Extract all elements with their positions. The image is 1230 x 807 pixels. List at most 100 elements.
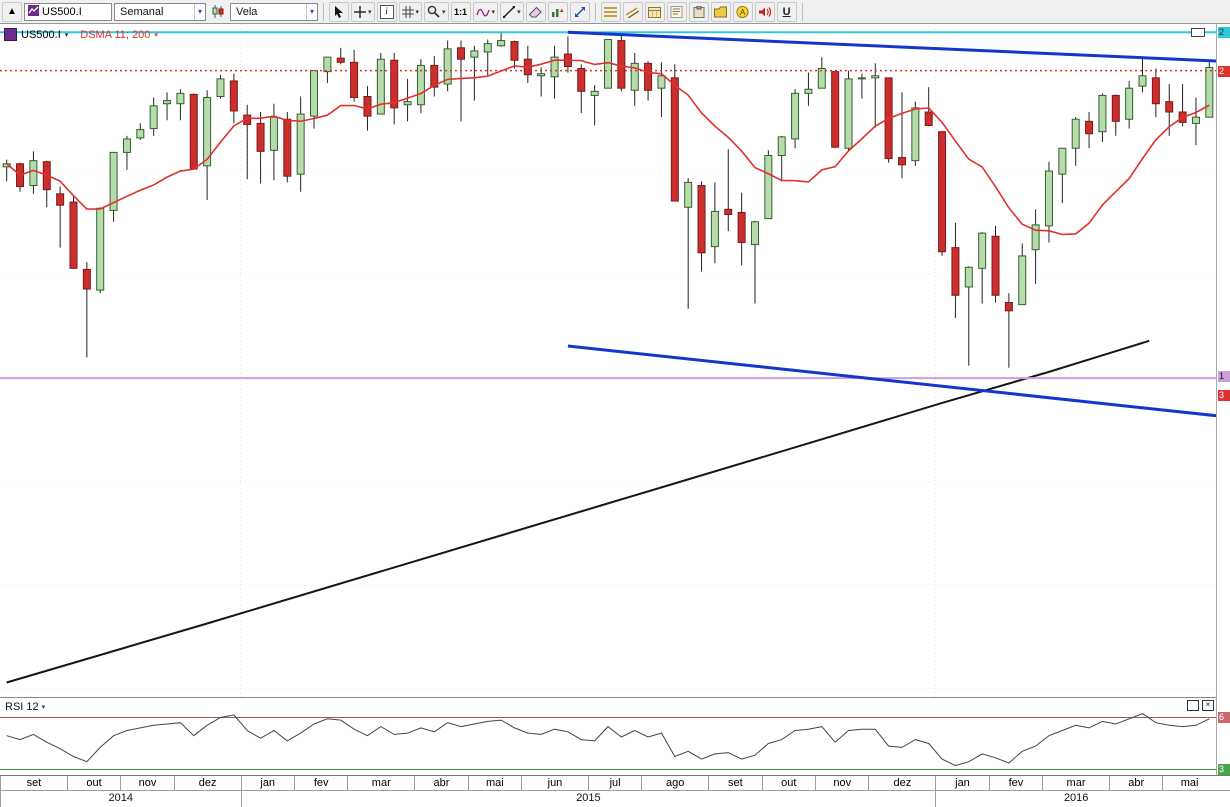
text-highlight-tool-button[interactable]: A (732, 1, 753, 22)
chart-legend: US500.I ▾ DSMA 11; 200 ▾ (4, 28, 158, 41)
svg-text:A: A (740, 8, 746, 17)
main-price-chart[interactable] (0, 24, 1216, 697)
x-axis-months[interactable]: set out nov dez jan fev mar abr mai jun jul ago set o… (0, 775, 1230, 791)
pointer-tool-button[interactable] (329, 1, 349, 22)
rsi-close-button[interactable]: × (1202, 700, 1214, 711)
chevron-down-icon[interactable]: ▾ (154, 31, 158, 39)
price-axis-label: 1 (1218, 371, 1230, 383)
legend-indicator-label[interactable]: DSMA 11; 200 (80, 28, 151, 41)
chevron-down-icon: ▾ (442, 8, 446, 16)
calendar-tool-button[interactable] (644, 1, 665, 22)
rsi-panel: RSI 12 ▾ × (0, 697, 1230, 775)
lower-channel-trendline[interactable] (567, 344, 1216, 418)
cursor-arrow-icon (333, 5, 345, 18)
month-label: nov (815, 776, 868, 790)
info-tool-button[interactable]: i (376, 1, 397, 22)
calendar-icon (648, 6, 662, 18)
highlight-a-icon: A (736, 5, 749, 18)
rsi-maximize-button[interactable] (1187, 700, 1199, 711)
chart-area: US500.I ▾ DSMA 11; 200 ▾ 2 2 1 3 6 3 RSI 12 ▾… (0, 24, 1230, 807)
underline-tool-button[interactable]: U (776, 1, 797, 22)
template-tool-button[interactable] (710, 1, 731, 22)
price-axis[interactable]: 2 2 1 3 6 3 (1216, 24, 1230, 775)
month-label: jan (935, 776, 988, 790)
year-label: 2014 (0, 791, 241, 807)
timeframe-value: Semanal (120, 5, 164, 18)
restore-chart-window-button[interactable] (1191, 28, 1205, 37)
month-label: abr (414, 776, 467, 790)
toolbar-separator (801, 2, 803, 21)
one-to-one-icon: 1:1 (454, 6, 468, 17)
zoom-tool-button[interactable]: ▾ (424, 1, 449, 22)
x-axis-years[interactable]: 2014 2015 2016 (0, 791, 1230, 807)
month-label: set (708, 776, 761, 790)
chevron-down-icon: ▾ (491, 8, 496, 16)
month-label: set (0, 776, 67, 790)
chevron-down-icon: ▾ (415, 8, 420, 16)
grid-tool-button[interactable]: ▾ (398, 1, 423, 22)
toolbar-separator (594, 2, 596, 21)
toolbar-separator (323, 2, 324, 21)
chevron-down-icon: ▾ (305, 3, 314, 20)
notes-icon (670, 5, 683, 18)
crosshair-icon (354, 5, 366, 18)
chevron-down-icon[interactable]: ▾ (41, 704, 46, 711)
month-label: dez (868, 776, 935, 790)
rsi-header: RSI 12 ▾ (5, 701, 45, 713)
year-label: 2015 (240, 791, 936, 807)
one-to-one-zoom-button[interactable]: 1:1 (450, 1, 471, 22)
rsi-label[interactable]: RSI 12 (5, 701, 39, 713)
chart-shift-tool-button[interactable] (547, 1, 568, 22)
rsi-line[interactable] (6, 713, 1210, 767)
grid-icon (401, 5, 414, 18)
candle-glyph-icon (208, 1, 228, 22)
legend-symbol-label[interactable]: US500.I (21, 28, 61, 41)
grid (0, 24, 1216, 697)
main-toolbar: ▲ Semanal ▾ Vela ▾ ▾ i (0, 0, 1230, 24)
month-label: jul (587, 776, 641, 790)
rsi-window-buttons: × (1187, 700, 1214, 711)
fib-retracement-tool-button[interactable] (600, 1, 621, 22)
fib-lines-icon (604, 6, 618, 18)
clipboard-tool-button[interactable] (688, 1, 709, 22)
indicator-wave-icon (475, 6, 490, 18)
line-tool-button[interactable]: ▾ (500, 1, 524, 22)
chevron-down-icon: ▾ (517, 8, 521, 16)
collapse-icon: ▲ (7, 6, 17, 17)
channel-icon (626, 6, 640, 18)
scale-tool-button[interactable] (569, 1, 590, 22)
month-label: ago (641, 776, 708, 790)
underline-icon: U (782, 5, 791, 18)
sma-200-line[interactable] (6, 339, 1150, 684)
chart-type-select[interactable]: Vela ▾ (230, 2, 318, 21)
sma-11-line[interactable] (6, 59, 1210, 236)
symbol-input[interactable] (42, 5, 108, 18)
candlesticks[interactable] (2, 32, 1214, 368)
month-label: mai (467, 776, 521, 790)
month-label: out (761, 776, 815, 790)
chevron-down-icon[interactable]: ▾ (64, 31, 69, 39)
month-label: fev (293, 776, 347, 790)
magnifier-icon (427, 5, 440, 18)
timeframe-select[interactable]: Semanal ▾ (114, 2, 206, 21)
alert-tool-button[interactable] (754, 1, 775, 22)
rsi-chart[interactable] (0, 698, 1216, 776)
price-axis-label: 2 (1218, 27, 1230, 39)
rsi-axis-label: 6 (1218, 711, 1230, 723)
upper-channel-trendline[interactable] (567, 30, 1216, 63)
collapse-panel-button[interactable]: ▲ (2, 1, 22, 22)
month-label: dez (173, 776, 241, 790)
month-label: jan (240, 776, 294, 790)
crosshair-tool-button[interactable]: ▾ (351, 1, 375, 22)
eraser-tool-button[interactable] (525, 1, 546, 22)
diagonal-resize-icon (574, 6, 586, 18)
indicator-tool-button[interactable]: ▾ (472, 1, 499, 22)
channel-tool-button[interactable] (622, 1, 643, 22)
template-icon (714, 6, 728, 18)
chevron-down-icon: ▾ (193, 3, 202, 20)
chevron-down-icon: ▾ (368, 8, 372, 16)
notes-tool-button[interactable] (666, 1, 687, 22)
month-label: out (66, 776, 120, 790)
clipboard-icon (693, 5, 705, 18)
